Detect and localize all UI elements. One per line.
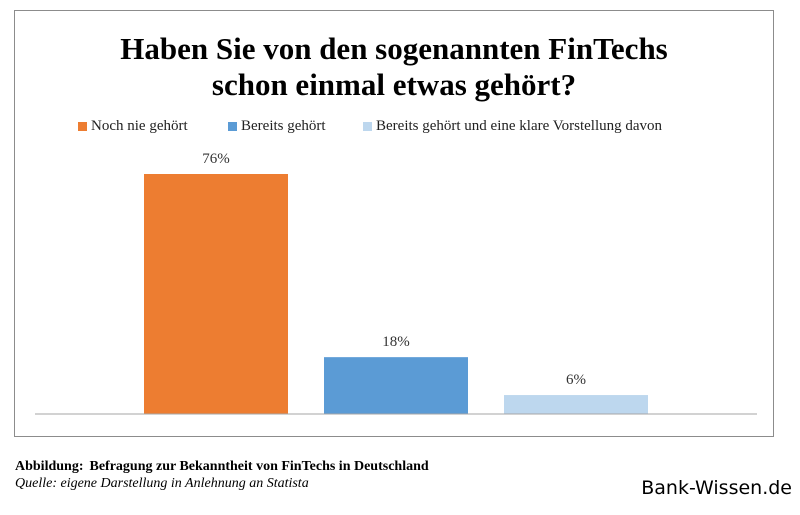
caption-source: Quelle: eigene Darstellung in Anlehnung …	[15, 476, 309, 491]
data-label-3: 6%	[566, 372, 586, 388]
bar-1	[144, 174, 288, 414]
bar-2	[324, 357, 468, 414]
legend-label: Noch nie gehört	[91, 118, 188, 134]
data-label-1: 76%	[202, 151, 230, 167]
caption-main: Abbildung: Befragung zur Bekanntheit von …	[15, 458, 429, 475]
chart-legend: Noch nie gehört Bereits gehört Bereits g…	[15, 118, 773, 138]
legend-label: Bereits gehört	[241, 118, 326, 134]
figure-caption: Abbildung: Befragung zur Bekanntheit von …	[15, 458, 429, 492]
chart-title-line-1: Haben Sie von den sogenannten FinTechs	[120, 31, 668, 66]
caption-text: Befragung zur Bekanntheit von FinTechs i…	[89, 459, 429, 474]
data-label-2: 18%	[382, 334, 410, 350]
plot-area: 76% 18% 6%	[35, 151, 757, 415]
legend-label: Bereits gehört und eine klare Vorstellun…	[376, 118, 663, 134]
legend-item-noch-nie: Noch nie gehört	[78, 118, 188, 135]
chart-title: Haben Sie von den sogenannten FinTechs s…	[15, 31, 773, 103]
legend-swatch	[78, 122, 87, 131]
brand-watermark: Bank-Wissen.de	[641, 477, 792, 499]
legend-item-bereits: Bereits gehört	[228, 118, 326, 135]
legend-swatch	[228, 122, 237, 131]
chart-title-line-2: schon einmal etwas gehört?	[211, 67, 577, 102]
legend-item-klare-vorstellung: Bereits gehört und eine klare Vorstellun…	[363, 118, 662, 135]
legend-swatch	[363, 122, 372, 131]
bar-3	[504, 395, 648, 414]
caption-label: Abbildung:	[15, 459, 84, 474]
chart-frame: Haben Sie von den sogenannten FinTechs s…	[14, 10, 774, 437]
